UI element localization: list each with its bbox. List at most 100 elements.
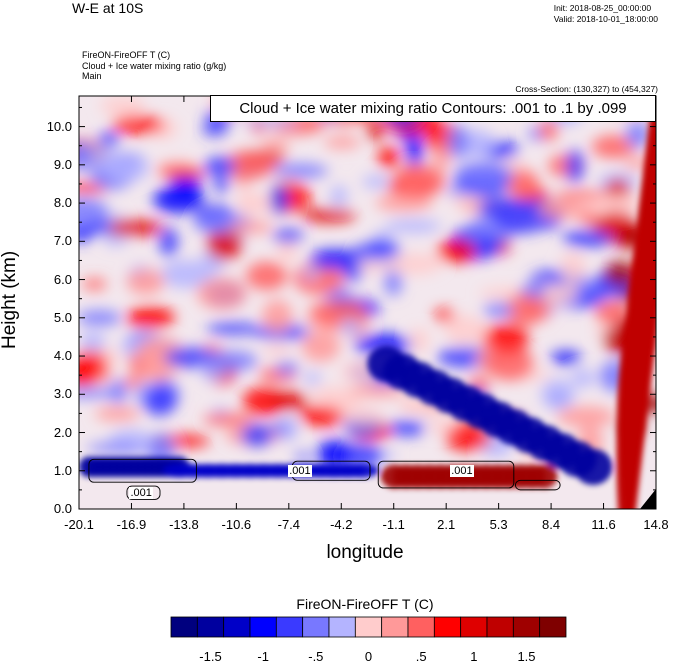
field-blob [493,202,553,234]
colorbar-label: 1 [470,649,478,664]
field-blob [433,145,451,170]
field-blob [556,406,616,428]
field-blob [260,139,290,153]
field-blob [537,200,584,220]
field-blob [436,239,477,263]
colorbar-swatch [275,616,304,638]
x-tick-label: 11.6 [591,517,616,532]
field-blob [444,423,491,452]
field-blob [339,318,362,335]
field-blob [87,220,113,234]
field-blob [400,398,429,413]
x-tick-label: -4.2 [330,517,353,532]
field-blob [237,189,258,218]
colorbar-swatch [249,616,277,638]
field-feature [573,448,613,486]
x-tick-label: -20.1 [64,517,94,532]
colorbar-swatch [486,616,514,638]
x-tick-label: -16.9 [116,517,147,532]
cloud-contour [126,485,161,500]
field-blob [80,331,106,352]
colorbar-title: FireON-FireOFF T (C) [296,596,434,612]
field-blob [201,350,258,371]
field-blob [367,120,384,141]
field-blob [392,164,446,198]
field-blob [539,119,559,141]
field-blob [434,308,455,322]
field-blob [454,162,514,188]
field-blob [79,387,120,399]
y-tick-label: 10.0 [46,118,72,134]
colorbar-swatch [539,616,567,638]
init-time: Init: 2018-08-25_00:00:00 [553,3,652,13]
field-blob [270,183,289,215]
x-tick-label: -13.8 [169,517,199,532]
field-blob [461,129,495,159]
field-blob [201,122,228,137]
field-blob [86,442,143,453]
x-tick-label: -1.1 [382,517,405,532]
x-tick-label: 2.1 [437,517,456,532]
x-tick-label: 14.8 [643,517,669,532]
field-mixing-ratio: Cloud + Ice water mixing ratio (g/kg) [82,60,227,71]
y-tick-label: 2.0 [53,424,72,440]
field-blob [447,125,470,159]
y-tick-label: 6.0 [53,271,72,287]
colorbar-label: 1.5 [517,649,536,664]
field-blob [281,416,298,441]
field-blob [294,451,312,463]
field-blob [261,299,293,334]
cloud-contour [377,460,515,489]
field-blob [159,227,179,257]
field-blob [126,268,165,294]
field-blob [625,121,650,148]
colorbar-swatch [196,616,225,638]
field-blob [348,385,407,398]
field-blob [272,229,304,243]
cloud-contour [515,479,561,491]
field-blob [388,420,426,437]
field-blob [566,149,584,184]
field-blob [160,259,213,289]
field-blob [375,194,434,212]
field-blob [377,146,401,169]
field-blob [623,157,656,170]
field-blob [485,348,535,381]
heatmap-field [79,96,656,509]
field-blob [342,266,364,281]
colorbar-swatch [512,616,541,638]
field-blob [126,306,175,329]
contour-label: .001 [288,464,312,477]
field-blob [227,220,273,234]
field-blob [299,404,345,427]
colorbar-swatch [302,616,330,638]
y-tick-label: 5.0 [53,309,72,325]
y-tick-label: 7.0 [53,233,72,249]
field-blob [580,210,597,224]
colorbar-swatch [328,616,356,638]
colorbar-label: .5 [415,649,427,664]
field-blob [104,219,164,237]
field-blob [409,327,429,353]
colorbar-swatch [170,616,198,638]
field-info: FireON-FireOFF T (C) Cloud + Ice water m… [82,50,226,82]
colorbar-swatch [460,616,488,638]
field-blob [560,251,586,284]
field-blob [202,413,255,426]
x-tick-label: 8.4 [542,517,561,532]
field-blob [263,344,292,356]
field-blob [153,185,205,214]
y-tick-label: 8.0 [53,195,72,211]
colorbar-swatch [407,616,435,638]
field-blob [309,249,360,270]
field-feature [344,463,379,478]
field-blob [94,406,140,422]
field-blob [109,379,128,404]
colorbar-swatch [381,616,409,638]
y-tick-label: 1.0 [53,462,72,478]
field-blob [504,294,545,326]
field-blob [301,330,341,362]
cloud-contour [88,458,197,483]
contour-label: .001 [450,464,474,477]
